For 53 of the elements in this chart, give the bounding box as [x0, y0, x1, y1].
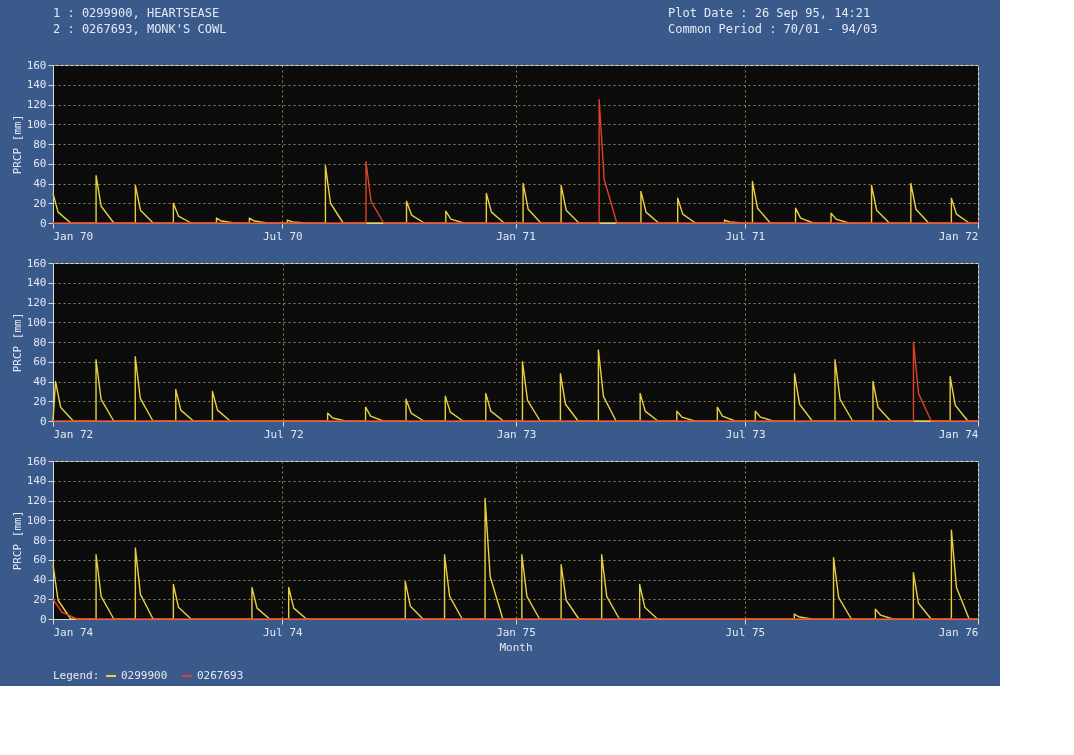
x-tick-label: Jul 75 — [725, 625, 766, 639]
y-tick-label: 20 — [33, 196, 47, 210]
legend-label: 0299900 — [121, 669, 168, 682]
y-axis-title: PRCP [mm] — [10, 312, 24, 373]
text: 1 : 0299900, HEARTSEASE — [53, 6, 220, 20]
y-tick-label: 120 — [26, 296, 47, 309]
x-tick-label: Jan 70 — [53, 229, 94, 243]
y-tick-label: 160 — [26, 454, 47, 468]
x-tick-label: Jan 71 — [496, 229, 536, 243]
y-tick-label: 40 — [33, 375, 47, 388]
y-tick-label: 140 — [26, 276, 47, 290]
x-tick-label: Jan 74 — [938, 427, 979, 441]
legend-title: Legend: — [53, 669, 100, 682]
x-axis-title: Month — [499, 640, 533, 654]
x-tick-label: Jan 72 — [938, 229, 979, 243]
text: Common Period : 70/01 - 94/03 — [668, 22, 878, 36]
y-tick-label: 80 — [33, 335, 47, 349]
y-tick-label: 40 — [33, 573, 47, 586]
legend-label: 0267693 — [197, 669, 244, 682]
y-tick-label: 160 — [26, 256, 47, 270]
y-tick-label: 20 — [33, 394, 47, 408]
y-tick-label: 0 — [39, 216, 47, 230]
y-tick-label: 80 — [33, 137, 47, 151]
y-tick-label: 100 — [26, 315, 47, 329]
y-tick-label: 40 — [33, 177, 47, 190]
y-tick-label: 120 — [26, 494, 47, 507]
text: Plot Date : 26 Sep 95, 14:21 — [668, 6, 871, 20]
y-tick-label: 120 — [26, 98, 47, 111]
y-tick-label: 20 — [33, 592, 47, 606]
y-tick-label: 80 — [33, 533, 47, 547]
x-tick-label: Jan 76 — [938, 625, 979, 639]
x-tick-label: Jan 75 — [496, 625, 536, 639]
y-tick-label: 0 — [39, 612, 47, 626]
x-tick-label: Jan 74 — [53, 625, 94, 639]
y-tick-label: 60 — [33, 553, 47, 567]
y-tick-label: 60 — [33, 355, 47, 369]
x-tick-label: Jul 71 — [725, 229, 766, 243]
y-tick-label: 140 — [26, 474, 47, 488]
y-tick-label: 160 — [26, 58, 47, 72]
y-axis-title: PRCP [mm] — [10, 114, 24, 175]
x-tick-label: Jul 72 — [263, 427, 304, 441]
x-tick-label: Jan 72 — [53, 427, 94, 441]
x-tick-label: Jul 74 — [262, 625, 304, 639]
y-tick-label: 0 — [39, 414, 47, 428]
x-tick-label: Jul 70 — [262, 229, 303, 243]
text: 2 : 0267693, MONK'S COWL — [53, 22, 227, 36]
y-tick-label: 60 — [33, 157, 47, 171]
x-tick-label: Jul 73 — [725, 427, 766, 441]
x-tick-label: Jan 73 — [496, 427, 537, 441]
y-tick-label: 100 — [26, 513, 47, 527]
y-tick-label: 140 — [26, 78, 47, 92]
y-axis-title: PRCP [mm] — [10, 510, 24, 571]
y-tick-label: 100 — [26, 117, 47, 131]
